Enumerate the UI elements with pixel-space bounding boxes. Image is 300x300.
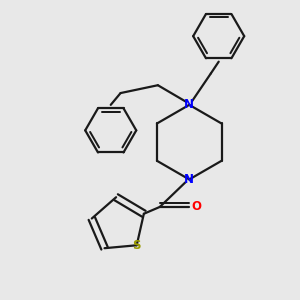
Text: N: N bbox=[184, 173, 194, 186]
Text: S: S bbox=[132, 239, 141, 252]
Text: N: N bbox=[184, 98, 194, 111]
Text: O: O bbox=[191, 200, 201, 213]
